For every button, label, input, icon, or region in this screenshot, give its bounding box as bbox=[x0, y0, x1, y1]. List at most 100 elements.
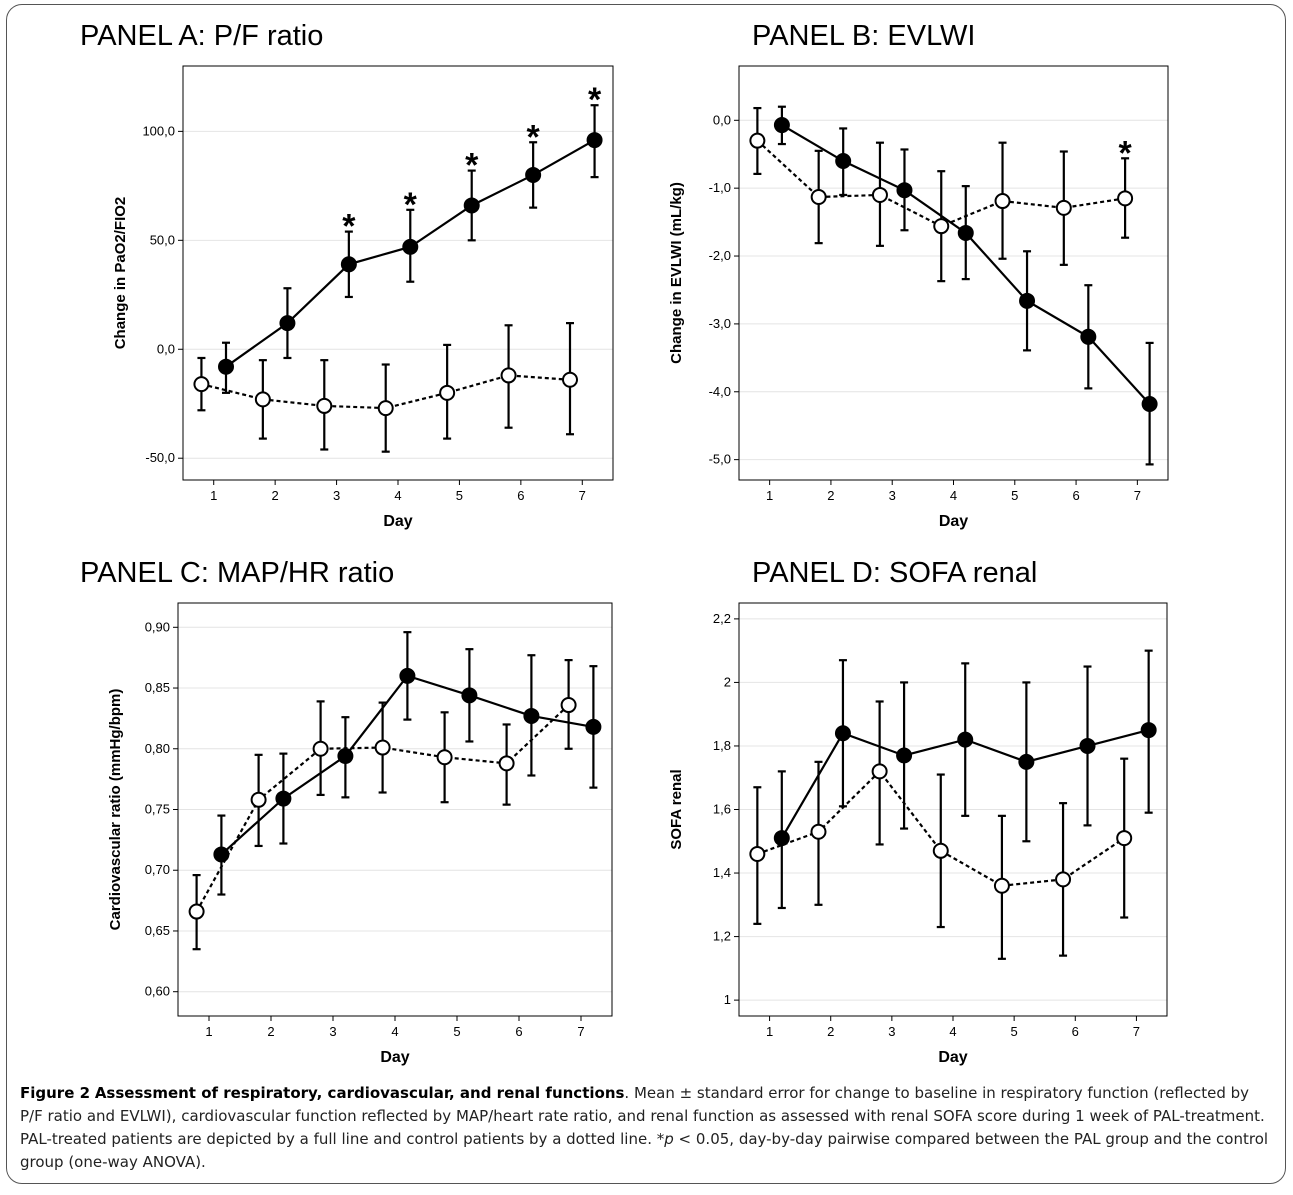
x-tick-label: 4 bbox=[949, 1024, 956, 1039]
y-tick-label: 0,75 bbox=[145, 802, 170, 817]
y-tick-label: 0,70 bbox=[145, 862, 170, 877]
caption-text: . Mean ± standard error for change to ba… bbox=[20, 1084, 1265, 1148]
data-point-pal bbox=[1141, 395, 1158, 412]
y-tick-label: 1 bbox=[724, 992, 731, 1007]
x-tick-label: 6 bbox=[517, 488, 524, 503]
data-point-pal bbox=[340, 256, 357, 273]
data-point-pal bbox=[773, 117, 790, 134]
data-point-pal bbox=[461, 687, 478, 704]
y-tick-label: 0,65 bbox=[145, 923, 170, 938]
y-tick-label: -3,0 bbox=[709, 316, 731, 331]
data-point-control bbox=[250, 791, 267, 808]
data-point-pal bbox=[1080, 328, 1097, 345]
x-tick-label: 5 bbox=[456, 488, 463, 503]
data-point-pal bbox=[275, 790, 292, 807]
data-point-pal bbox=[957, 224, 974, 241]
panel-c-title: PANEL C: MAP/HR ratio bbox=[80, 557, 395, 589]
x-tick-label: 5 bbox=[453, 1024, 460, 1039]
caption-p-symbol: p bbox=[664, 1130, 674, 1148]
data-point-pal bbox=[896, 182, 913, 199]
y-tick-label: 100,0 bbox=[142, 123, 175, 138]
significance-star: * bbox=[342, 208, 356, 246]
data-point-pal bbox=[957, 731, 974, 748]
significance-star: * bbox=[404, 186, 418, 224]
data-point-pal bbox=[834, 725, 851, 742]
data-point-control bbox=[993, 877, 1010, 894]
figure-frame bbox=[6, 4, 1286, 1184]
x-tick-label: 3 bbox=[333, 488, 340, 503]
y-tick-label: 2 bbox=[724, 674, 731, 689]
x-tick-label: 7 bbox=[1134, 488, 1141, 503]
data-point-control bbox=[316, 397, 333, 414]
x-tick-label: 5 bbox=[1011, 1024, 1018, 1039]
x-tick-label: 7 bbox=[1133, 1024, 1140, 1039]
data-point-control bbox=[193, 376, 210, 393]
caption-title: Assessment of respiratory, cardiovascula… bbox=[94, 1084, 625, 1102]
data-point-control bbox=[1055, 871, 1072, 888]
x-axis-label: Day bbox=[383, 513, 412, 530]
x-tick-label: 7 bbox=[579, 488, 586, 503]
data-point-control bbox=[498, 755, 515, 772]
panel-d-title: PANEL D: SOFA renal bbox=[752, 557, 1038, 589]
data-point-control bbox=[871, 186, 888, 203]
data-point-pal bbox=[463, 197, 480, 214]
data-point-control bbox=[436, 749, 453, 766]
x-axis-label: Day bbox=[938, 1049, 967, 1066]
data-point-pal bbox=[402, 238, 419, 255]
data-point-control bbox=[188, 903, 205, 920]
data-point-control bbox=[254, 391, 271, 408]
y-tick-label: 1,4 bbox=[713, 865, 731, 880]
y-tick-label: 0,80 bbox=[145, 741, 170, 756]
x-axis-label: Day bbox=[380, 1049, 409, 1066]
figure-caption: Figure 2 Assessment of respiratory, card… bbox=[20, 1082, 1275, 1174]
data-point-pal bbox=[523, 707, 540, 724]
y-tick-label: 1,2 bbox=[713, 929, 731, 944]
x-tick-label: 4 bbox=[394, 488, 401, 503]
data-point-pal bbox=[585, 718, 602, 735]
x-axis-label: Day bbox=[939, 513, 968, 530]
data-point-pal bbox=[1018, 753, 1035, 770]
x-tick-label: 6 bbox=[1072, 488, 1079, 503]
x-tick-label: 4 bbox=[391, 1024, 398, 1039]
y-tick-label: 50,0 bbox=[150, 232, 175, 247]
caption-text-end: < 0.05, day-by-day pairwise compared bet… bbox=[20, 1130, 1269, 1171]
data-point-pal bbox=[835, 153, 852, 170]
data-point-control bbox=[932, 842, 949, 859]
x-tick-label: 3 bbox=[888, 1024, 895, 1039]
significance-star: * bbox=[465, 147, 479, 185]
y-tick-label: 0,0 bbox=[713, 112, 731, 127]
data-point-pal bbox=[525, 166, 542, 183]
data-point-control bbox=[377, 400, 394, 417]
panel-b-title: PANEL B: EVLWI bbox=[752, 20, 976, 52]
x-tick-label: 6 bbox=[515, 1024, 522, 1039]
y-tick-label: -50,0 bbox=[145, 450, 175, 465]
significance-star: * bbox=[1118, 134, 1132, 172]
x-tick-label: 2 bbox=[272, 488, 279, 503]
y-tick-label: 0,60 bbox=[145, 984, 170, 999]
y-tick-label: 2,2 bbox=[713, 611, 731, 626]
y-tick-label: -5,0 bbox=[709, 452, 731, 467]
x-tick-label: 2 bbox=[827, 1024, 834, 1039]
data-point-control bbox=[1117, 190, 1134, 207]
caption-label: Figure 2 bbox=[20, 1084, 91, 1102]
x-tick-label: 1 bbox=[205, 1024, 212, 1039]
y-tick-label: 0,0 bbox=[157, 341, 175, 356]
data-point-pal bbox=[773, 830, 790, 847]
data-point-control bbox=[810, 188, 827, 205]
x-tick-label: 4 bbox=[950, 488, 957, 503]
x-tick-label: 5 bbox=[1011, 488, 1018, 503]
data-point-control bbox=[749, 132, 766, 149]
y-axis-label: SOFA renal bbox=[668, 769, 685, 849]
y-tick-label: -1,0 bbox=[709, 180, 731, 195]
y-tick-label: 0,90 bbox=[145, 619, 170, 634]
data-point-pal bbox=[218, 358, 234, 375]
y-axis-label: Change in PaO2/FIO2 bbox=[112, 197, 129, 350]
panel-a-title: PANEL A: P/F ratio bbox=[80, 20, 324, 52]
x-tick-label: 2 bbox=[267, 1024, 274, 1039]
data-point-control bbox=[810, 823, 827, 840]
data-point-pal bbox=[279, 315, 296, 332]
y-tick-label: -4,0 bbox=[709, 384, 731, 399]
